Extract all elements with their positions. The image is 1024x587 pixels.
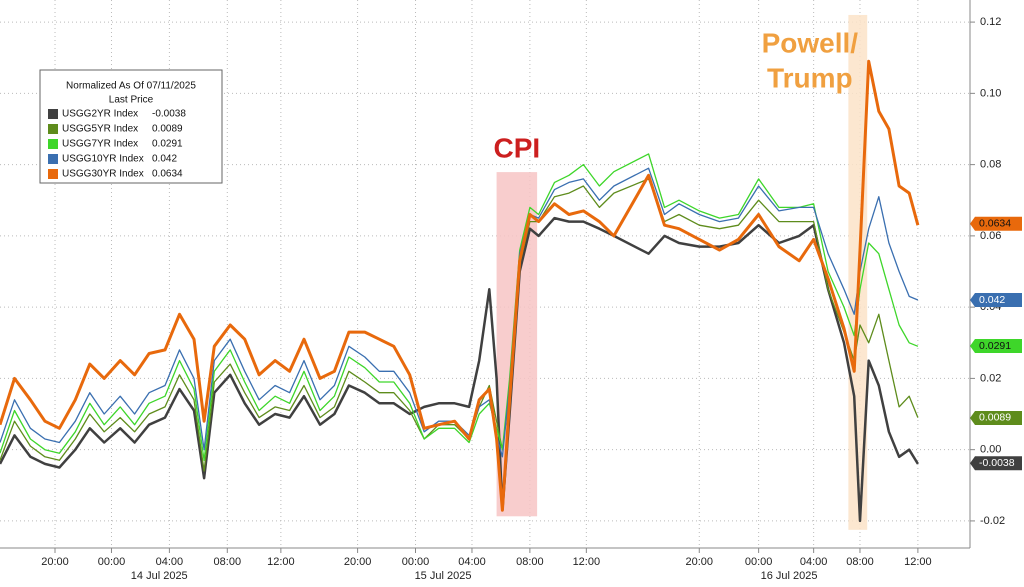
legend-title: Normalized As Of 07/11/2025 [66, 81, 196, 92]
x-tick-label: 12:00 [904, 556, 932, 568]
y-tick-label: 0.06 [980, 230, 1001, 242]
x-tick-label: 20:00 [686, 556, 714, 568]
x-tick-label: 00:00 [402, 556, 430, 568]
y-tick-label: 0.08 [980, 159, 1001, 171]
y-tick-label: 0.02 [980, 372, 1001, 384]
value-tag [970, 216, 1022, 231]
x-tick-label: 04:00 [458, 556, 486, 568]
legend-label: USGG10YR Index [62, 154, 144, 165]
x-tick-label: 20:00 [344, 556, 372, 568]
series-line [0, 59, 920, 512]
value-tag-label: -0.0038 [979, 457, 1015, 469]
annotation: CPI [494, 132, 541, 163]
y-tick-label: -0.02 [980, 515, 1005, 527]
value-tag [970, 338, 1022, 353]
series-line [0, 216, 919, 523]
legend-swatch [48, 139, 58, 149]
x-tick-label: 08:00 [846, 556, 874, 568]
x-tick-label: 00:00 [745, 556, 773, 568]
legend-value: 0.0089 [152, 124, 183, 135]
x-tick-label: 04:00 [800, 556, 828, 568]
annotation: Powell/ [762, 27, 859, 58]
event-band [496, 172, 538, 517]
legend-value: 0.0291 [152, 139, 183, 150]
value-tag-label: 0.0634 [979, 218, 1011, 230]
x-tick-label: 12:00 [267, 556, 295, 568]
y-tick-label: 0.00 [980, 444, 1001, 456]
x-tick-label: 08:00 [214, 556, 242, 568]
x-date-label: 16 Jul 2025 [761, 570, 818, 582]
x-tick-label: 00:00 [98, 556, 126, 568]
legend-swatch [48, 169, 58, 179]
legend-value: 0.042 [152, 154, 177, 165]
x-tick-label: 20:00 [41, 556, 69, 568]
value-tag [970, 456, 1022, 471]
value-tag [970, 410, 1022, 425]
x-tick-label: 08:00 [516, 556, 544, 568]
legend-label: USGG2YR Index [62, 109, 138, 120]
value-tag-label: 0.0291 [979, 340, 1011, 352]
legend-subtitle: Last Price [109, 95, 154, 106]
legend-value: 0.0634 [152, 169, 183, 180]
legend-box [39, 69, 223, 184]
x-date-label: 14 Jul 2025 [131, 570, 188, 582]
annotation: Trump [767, 62, 853, 93]
series-line [0, 167, 919, 458]
legend-swatch [48, 154, 58, 164]
legend-swatch [48, 124, 58, 134]
value-tag-label: 0.042 [979, 294, 1005, 306]
legend-swatch [48, 109, 58, 119]
legend: Normalized As Of 07/11/2025 Last Price USG… [39, 69, 223, 184]
legend-label: USGG7YR Index [62, 139, 138, 150]
x-tick-label: 12:00 [573, 556, 601, 568]
x-date-label: 15 Jul 2025 [415, 570, 472, 582]
x-tick-label: 04:00 [156, 556, 184, 568]
y-tick-label: 0.12 [980, 16, 1001, 28]
value-tag-label: 0.0089 [979, 412, 1011, 424]
legend-label: USGG30YR Index [62, 169, 144, 180]
legend-label: USGG5YR Index [62, 124, 138, 135]
y-tick-label: 0.10 [980, 87, 1001, 99]
value-tag [970, 293, 1022, 308]
legend-value: -0.0038 [152, 109, 186, 120]
